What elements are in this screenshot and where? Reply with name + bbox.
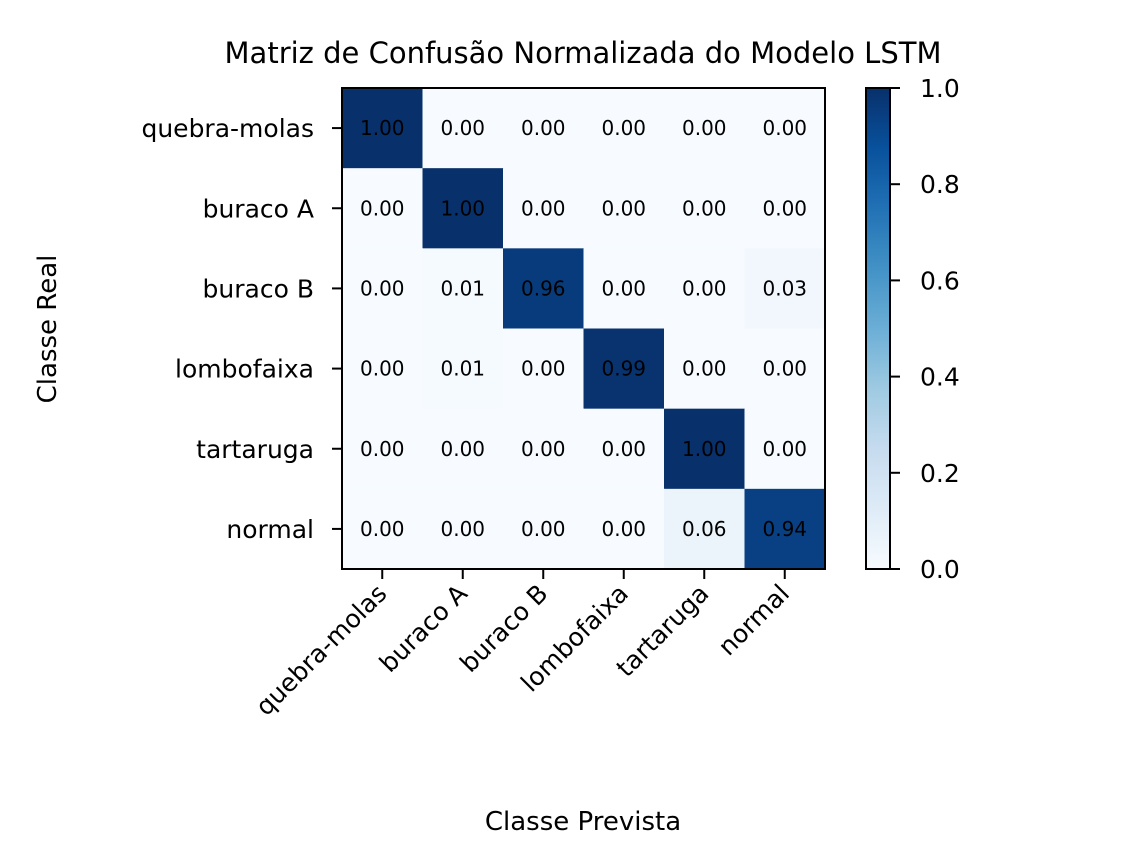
x-tick-label: quebra-molas [250, 579, 393, 722]
cell-value-label: 0.00 [360, 517, 405, 541]
heatmap-cell [422, 488, 504, 570]
cell-value-label: 0.00 [682, 196, 727, 220]
heatmap-cell [342, 408, 423, 490]
chart-title: Matriz de Confusão Normalizada do Modelo… [225, 36, 942, 70]
cell-value-label: 0.00 [601, 437, 646, 461]
colorbar-tick-label: 0.8 [920, 170, 960, 199]
heatmap-cell [422, 328, 504, 410]
heatmap-cell [744, 88, 826, 169]
heatmap-cell [583, 248, 665, 329]
cell-value-label: 0.00 [521, 357, 566, 381]
heatmap-cell [503, 408, 584, 490]
cell-value-label: 0.00 [682, 116, 727, 140]
heatmap-cell [664, 168, 745, 249]
cell-value-label: 1.00 [360, 116, 405, 140]
cell-value-label: 0.00 [440, 437, 485, 461]
cell-value-label: 0.00 [682, 357, 727, 381]
heatmap-cell [422, 88, 504, 169]
y-tick-label: buraco A [203, 194, 314, 223]
x-tick-label: normal [713, 579, 795, 661]
heatmap-cell [664, 328, 745, 410]
heatmap-cell [664, 408, 745, 490]
cell-value-label: 0.00 [440, 517, 485, 541]
cell-value-label: 0.00 [682, 276, 727, 300]
heatmap-cell [503, 168, 584, 249]
colorbar-tick-label: 0.2 [920, 459, 960, 488]
colorbar-ticks: 0.0 0.2 0.4 0.6 0.8 1.0 [890, 74, 960, 584]
heatmap-cell [744, 248, 826, 329]
y-tick-label: lombofaixa [175, 355, 314, 384]
cell-value-label: 0.00 [360, 437, 405, 461]
cell-value-label: 0.00 [762, 357, 807, 381]
heatmap-cell [342, 88, 423, 169]
heatmap-cell [342, 328, 423, 410]
y-tick-label: buraco B [203, 274, 314, 303]
x-axis-label: Classe Prevista [485, 807, 681, 837]
heatmap-cell [744, 408, 826, 490]
heatmap-cell [583, 88, 665, 169]
x-tick-label: buraco A [374, 579, 473, 678]
cell-value-label: 0.00 [521, 437, 566, 461]
y-tick-label: quebra-molas [141, 114, 314, 143]
heatmap-cell [342, 488, 423, 570]
colorbar [865, 87, 891, 570]
heatmap-cell [342, 248, 423, 329]
heatmap-cell [583, 168, 665, 249]
heatmap-cell [422, 408, 504, 490]
cell-value-label: 0.00 [762, 196, 807, 220]
cell-value-label: 0.00 [762, 437, 807, 461]
cell-value-label: 0.01 [440, 276, 485, 300]
cell-value-label: 0.00 [521, 196, 566, 220]
colorbar-tick-label: 0.6 [920, 266, 960, 295]
cell-value-label: 1.00 [440, 196, 485, 220]
cell-value-label: 0.00 [601, 517, 646, 541]
cell-value-label: 0.01 [440, 357, 485, 381]
colorbar-tick-label: 1.0 [920, 74, 960, 103]
colorbar-tick-label: 0.0 [920, 555, 960, 584]
heatmap-cell [583, 328, 665, 410]
y-axis-label: Classe Real [33, 255, 63, 404]
heatmap-cell [422, 248, 504, 329]
heatmap-cell [342, 168, 423, 249]
heatmap-cell [422, 168, 504, 249]
cell-value-label: 0.00 [360, 276, 405, 300]
cell-value-label: 0.00 [440, 116, 485, 140]
y-tick-label: normal [226, 515, 314, 544]
heatmap-cell [664, 248, 745, 329]
cell-value-label: 0.00 [360, 357, 405, 381]
heatmap-cell [744, 488, 826, 570]
heatmap-cell [583, 488, 665, 570]
heatmap-cell [503, 488, 584, 570]
cell-value-label: 1.00 [682, 437, 727, 461]
cell-value-label: 0.00 [601, 276, 646, 300]
plot-frame [341, 87, 826, 570]
cell-value-label: 0.00 [601, 196, 646, 220]
colorbar-tick-label: 0.4 [920, 363, 960, 392]
cell-value-label: 0.99 [601, 357, 646, 381]
heatmap-cell [583, 408, 665, 490]
heatmap-cell [744, 328, 826, 410]
heatmap-cells [342, 88, 826, 570]
heatmap-cell [503, 248, 584, 329]
cell-value-label: 0.00 [521, 517, 566, 541]
y-axis-ticks: quebra-molas buraco A buraco B lombofaixa ta… [141, 114, 342, 544]
cell-value-label: 0.00 [521, 116, 566, 140]
cell-value-label: 0.94 [762, 517, 807, 541]
cell-value-labels: 1.00 0.00 0.00 0.00 0.00 0.00 0.00 1.00 0.00 0.00… [360, 116, 807, 541]
cell-value-label: 0.06 [682, 517, 727, 541]
heatmap-cell [503, 328, 584, 410]
heatmap-cell [664, 488, 745, 570]
heatmap-cell [744, 168, 826, 249]
cell-value-label: 0.03 [762, 276, 807, 300]
cell-value-label: 0.00 [601, 116, 646, 140]
cell-value-label: 0.00 [360, 196, 405, 220]
heatmap-cell [664, 88, 745, 169]
y-tick-label: tartaruga [196, 435, 314, 464]
heatmap-cell [503, 88, 584, 169]
cell-value-label: 0.00 [762, 116, 807, 140]
cell-value-label: 0.96 [521, 276, 566, 300]
